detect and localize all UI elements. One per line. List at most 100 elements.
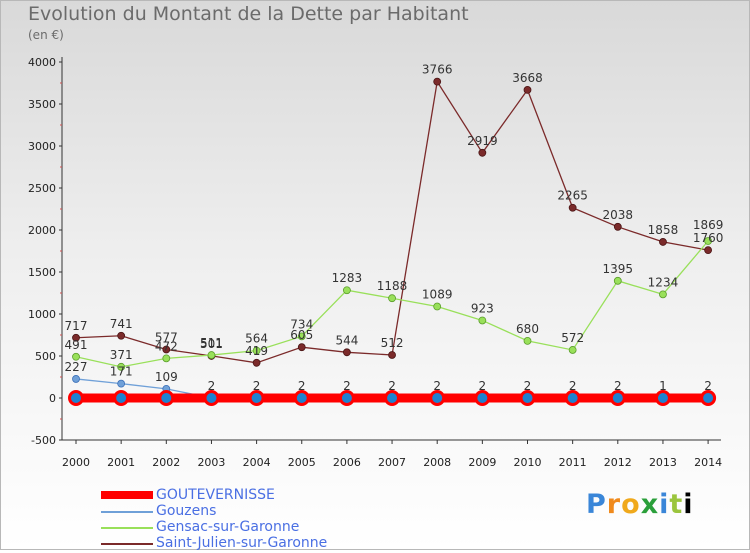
legend-item-saint-julien: Saint-Julien-sur-Garonne	[101, 535, 341, 553]
data-point	[207, 351, 216, 359]
data-label: 2	[524, 379, 532, 393]
data-label: 1869	[693, 218, 724, 232]
data-label: 2	[569, 379, 577, 393]
x-tick-label: 2004	[243, 456, 271, 469]
data-point	[297, 332, 306, 341]
x-tick-label: 2010	[514, 456, 542, 469]
y-tick-label: 1000	[28, 308, 56, 321]
data-label: 2919	[467, 134, 498, 148]
y-tick-label: -500	[31, 434, 56, 447]
data-point	[613, 276, 622, 285]
data-point	[568, 203, 577, 212]
legend-item-gouteverniss: GOUTEVERNISSE	[101, 487, 341, 505]
chart-title: Evolution du Montant de la Dette par Hab…	[28, 3, 469, 25]
data-point	[162, 354, 171, 363]
data-point	[568, 346, 577, 354]
data-label: 1234	[648, 275, 679, 289]
data-label: 577	[155, 331, 178, 345]
data-label: 2	[479, 379, 487, 393]
y-tick-label: 2500	[28, 182, 56, 195]
data-label: 1760	[693, 231, 724, 245]
y-tick-label: 500	[35, 350, 56, 363]
data-label: 2	[208, 379, 216, 393]
data-label: 2	[253, 379, 261, 393]
data-point	[203, 390, 220, 406]
data-label: 1283	[332, 271, 363, 285]
data-point	[704, 237, 712, 245]
data-point	[519, 390, 536, 406]
legend-label: Gouzens	[156, 503, 217, 519]
data-point	[248, 390, 265, 406]
data-point	[293, 390, 310, 406]
data-label: 572	[561, 331, 584, 345]
legend-label: Gensac-sur-Garonne	[156, 519, 300, 535]
data-point	[613, 222, 622, 231]
data-point	[117, 362, 126, 371]
data-label: 680	[516, 322, 539, 336]
data-label: 544	[335, 333, 358, 347]
data-label: 109	[155, 370, 178, 384]
legend-item-gensac: Gensac-sur-Garonne	[101, 519, 341, 537]
data-point	[429, 390, 446, 406]
data-point	[388, 351, 396, 359]
data-point	[384, 390, 401, 406]
x-tick-label: 2009	[468, 456, 496, 469]
data-point	[252, 358, 261, 367]
data-point	[117, 331, 126, 340]
data-label: 371	[110, 348, 133, 362]
data-label: 923	[471, 301, 494, 315]
data-point	[523, 336, 532, 345]
data-label: 741	[110, 317, 133, 331]
data-point	[117, 379, 126, 388]
data-label: 2	[388, 379, 396, 393]
y-tick-label: 1500	[28, 266, 56, 279]
data-point	[433, 302, 442, 311]
y-tick-label: 3000	[28, 140, 56, 153]
data-label: 717	[65, 319, 88, 333]
x-tick-label: 2002	[152, 456, 180, 469]
data-label: 564	[245, 332, 268, 346]
data-point	[72, 352, 80, 361]
data-point	[158, 390, 175, 406]
data-point	[478, 316, 487, 325]
data-label: 1395	[603, 262, 634, 276]
data-point	[609, 390, 626, 406]
x-tick-label: 2001	[107, 456, 135, 469]
data-label: 2	[343, 379, 351, 393]
series-line-3	[75, 79, 709, 364]
y-tick-label: 3500	[28, 98, 56, 111]
data-point	[297, 343, 306, 352]
x-tick-label: 2000	[62, 456, 90, 469]
data-point	[704, 246, 712, 255]
data-point	[659, 238, 667, 246]
data-point	[342, 286, 351, 295]
x-tick-label: 2003	[197, 456, 225, 469]
data-point	[654, 390, 671, 406]
data-label: 419	[245, 344, 268, 358]
data-label: 501	[200, 337, 223, 351]
data-point	[342, 348, 351, 357]
data-point	[659, 290, 667, 299]
x-tick-label: 2007	[378, 456, 406, 469]
data-label: 512	[381, 336, 404, 350]
legend-swatch	[101, 511, 153, 513]
x-tick-label: 2014	[694, 456, 722, 469]
data-point	[523, 85, 532, 94]
data-point	[113, 390, 130, 406]
data-label: 2038	[603, 208, 634, 222]
data-label: 2	[298, 379, 306, 393]
data-label: 1858	[648, 223, 679, 237]
data-label: 3668	[512, 71, 543, 85]
data-label: 1188	[377, 279, 408, 293]
data-point	[338, 390, 355, 406]
x-tick-label: 2013	[649, 456, 677, 469]
data-label: 2	[433, 379, 441, 393]
x-tick-label: 2012	[604, 456, 632, 469]
data-point	[700, 390, 717, 406]
data-label: 171	[110, 365, 133, 379]
x-tick-label: 2011	[559, 456, 587, 469]
y-tick-label: 4000	[28, 56, 56, 69]
data-point	[252, 346, 261, 355]
